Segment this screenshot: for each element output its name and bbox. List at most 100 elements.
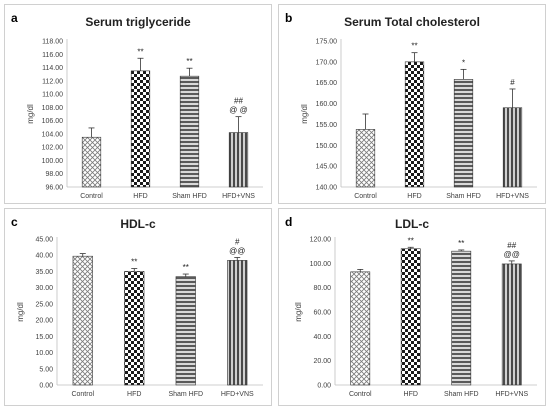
- bar: [81, 136, 102, 188]
- significance-label: **: [186, 57, 192, 66]
- panel-letter: a: [11, 11, 18, 25]
- y-tick-label: 30.00: [35, 285, 53, 292]
- x-tick-label: HFD+VNS: [495, 391, 528, 398]
- y-tick-label: 165.00: [316, 80, 338, 87]
- y-tick-label: 150.00: [316, 143, 338, 150]
- y-tick-label: 116.00: [42, 52, 63, 59]
- significance-label: @@: [229, 246, 245, 255]
- y-tick-label: 80.00: [313, 285, 331, 292]
- significance-label: **: [408, 236, 414, 245]
- panel-letter: c: [11, 215, 18, 229]
- panel-letter: d: [285, 215, 293, 229]
- significance-label: **: [137, 47, 143, 56]
- y-tick-label: 100.00: [42, 158, 64, 165]
- bar: [124, 271, 145, 386]
- bar: [451, 250, 472, 386]
- bar: [400, 248, 421, 386]
- significance-label: ##: [234, 97, 243, 106]
- y-tick-label: 25.00: [35, 301, 53, 308]
- y-tick-label: 98.00: [45, 171, 63, 178]
- bar: [350, 271, 371, 386]
- bar: [72, 255, 93, 386]
- y-tick-label: 155.00: [316, 122, 338, 129]
- significance-label: **: [131, 258, 137, 267]
- chart-title: HDL-c: [120, 217, 156, 231]
- chart-title: Serum Total cholesterol: [344, 15, 480, 29]
- x-tick-label: Control: [80, 193, 103, 200]
- y-tick-label: 104.00: [42, 131, 64, 138]
- chart-panel-d: d LDL-c 0.00 20.00 40.00 60.00 80.00 100.00 12…: [278, 208, 546, 406]
- y-tick-label: 20.00: [35, 318, 53, 325]
- y-tick-label: 114.00: [42, 65, 63, 72]
- y-tick-label: 5.00: [39, 366, 53, 373]
- y-tick-label: 100.00: [310, 261, 332, 268]
- bar: [501, 263, 522, 386]
- panel-letter: b: [285, 11, 293, 25]
- x-tick-label: HFD: [127, 391, 141, 398]
- chart-title: LDL-c: [395, 217, 429, 231]
- y-tick-label: 106.00: [42, 118, 64, 125]
- x-tick-label: HFD+VNS: [221, 391, 254, 398]
- chart-panel-c: c HDL-c 0.00 5.00 10.00 15.00 20.00 25.00 30.0…: [4, 208, 272, 406]
- y-tick-label: 110.00: [42, 92, 63, 99]
- y-axis-label: mg/dl: [300, 104, 309, 124]
- y-tick-label: 108.00: [42, 105, 64, 112]
- significance-label: **: [411, 42, 417, 51]
- x-tick-label: Control: [354, 193, 377, 200]
- y-axis-label: mg/dl: [294, 302, 303, 322]
- chart-panel-b: b Serum Total cholesterol 140.00 145.00 15…: [278, 4, 546, 204]
- y-tick-label: 45.00: [35, 237, 53, 244]
- bar: [227, 260, 248, 386]
- bar: [355, 129, 376, 188]
- y-tick-label: 35.00: [35, 269, 53, 276]
- bar: [453, 79, 474, 188]
- y-tick-label: 102.00: [42, 145, 64, 152]
- y-tick-label: 112.00: [42, 78, 63, 85]
- y-tick-label: 118.00: [42, 39, 63, 46]
- bar: [228, 132, 249, 188]
- significance-label: #: [510, 78, 515, 87]
- y-tick-label: 160.00: [316, 101, 338, 108]
- bar: [179, 75, 200, 188]
- bar-chart: 0.00 5.00 10.00 15.00 20.00 25.00 30.00 35.00 40…: [16, 237, 263, 398]
- x-tick-label: Sham HFD: [444, 391, 479, 398]
- y-tick-label: 170.00: [316, 59, 338, 66]
- significance-label: ##: [507, 241, 516, 250]
- significance-label: **: [183, 263, 189, 272]
- y-tick-label: 0.00: [39, 383, 53, 390]
- x-tick-label: HFD: [407, 193, 421, 200]
- y-tick-label: 40.00: [313, 334, 331, 341]
- significance-label: *: [462, 58, 465, 67]
- significance-label: #: [235, 237, 240, 246]
- bar: [502, 107, 523, 188]
- y-tick-label: 40.00: [35, 253, 53, 260]
- x-tick-label: Control: [71, 391, 94, 398]
- bar: [404, 61, 425, 188]
- y-tick-label: 120.00: [310, 237, 332, 244]
- x-tick-label: Sham HFD: [446, 193, 481, 200]
- bar: [175, 276, 196, 386]
- x-tick-label: Sham HFD: [168, 391, 203, 398]
- y-tick-label: 15.00: [35, 334, 53, 341]
- y-tick-label: 0.00: [317, 383, 331, 390]
- bar-chart: 96.00 98.00 100.00 102.00 104.00 106.00 108.00…: [26, 39, 263, 200]
- significance-label: **: [458, 239, 464, 248]
- significance-label: @@: [504, 250, 520, 259]
- significance-label: @ @: [229, 106, 247, 115]
- x-tick-label: HFD: [133, 193, 147, 200]
- chart-panel-a: a Serum triglyceride 96.00 98.00 100.00 102…: [4, 4, 272, 204]
- y-axis-label: mg/dl: [16, 302, 25, 322]
- chart-title: Serum triglyceride: [85, 15, 191, 29]
- y-axis-label: mg/dl: [26, 104, 35, 124]
- bar: [130, 70, 151, 188]
- x-tick-label: Control: [349, 391, 372, 398]
- x-tick-label: Sham HFD: [172, 193, 207, 200]
- y-tick-label: 145.00: [316, 164, 338, 171]
- bar-chart: 0.00 20.00 40.00 60.00 80.00 100.00 120.00 mg/d…: [294, 236, 537, 398]
- x-tick-label: HFD+VNS: [496, 193, 529, 200]
- y-tick-label: 60.00: [313, 310, 331, 317]
- y-tick-label: 10.00: [35, 350, 53, 357]
- bar-chart: 140.00 145.00 150.00 155.00 160.00 165.00 170.…: [300, 39, 537, 200]
- y-tick-label: 175.00: [316, 39, 338, 46]
- x-tick-label: HFD+VNS: [222, 193, 255, 200]
